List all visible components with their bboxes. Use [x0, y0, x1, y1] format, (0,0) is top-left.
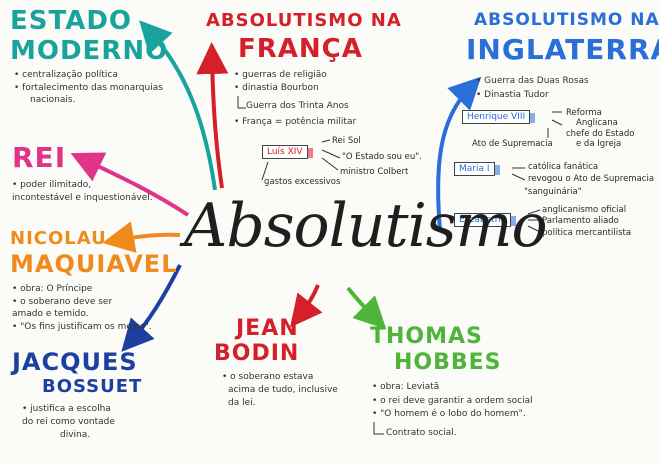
arrow-hobbes	[346, 286, 387, 330]
maquiavel-point-3: amado e temido.	[12, 309, 89, 319]
henrique-viii-box: Henrique VIII	[462, 110, 536, 124]
arrow-estado-moderno	[139, 20, 217, 191]
arrow-bodin	[290, 284, 323, 328]
bodin-point-2: acima de tudo, inclusive	[228, 385, 338, 395]
luis-xiv-box: Luís XIV	[262, 145, 313, 159]
bossuet-title-1: JACQUES	[12, 348, 138, 376]
estado-moderno-title-2: MODERNO	[10, 36, 169, 66]
luis-note-gastos: gastos excessivos	[264, 177, 341, 187]
bossuet-point-2: do rei como vontade	[22, 417, 115, 427]
elizabeth-note-mercantilista: política mercantilista	[542, 228, 632, 238]
henrique-note-ato: Ato de Supremacia	[472, 139, 553, 149]
henrique-note-chefe: chefe do Estado	[566, 129, 635, 139]
arrow-inglaterra	[436, 76, 482, 231]
luis-note-rei-sol: Rei Sol	[332, 136, 361, 146]
inglaterra-title-2: INGLATERRA	[466, 33, 659, 66]
estado-moderno-point-1: • centralização política	[14, 70, 118, 80]
bossuet-title-2: BOSSUET	[42, 376, 143, 397]
maria-i-box: Maria I	[454, 162, 499, 176]
rei-point-1: • poder ilimitado,	[12, 180, 92, 190]
elizabeth-note-parlamento: Parlamento aliado	[542, 216, 619, 226]
maquiavel-point-4: • "Os fins justificam os meios".	[12, 322, 152, 332]
henrique-note-igreja: e da Igreja	[576, 139, 622, 149]
maquiavel-title-2: MAQUIAVEL	[10, 250, 178, 278]
arrow-franca	[196, 42, 229, 189]
hobbes-point-3: • "O homem é o lobo do homem".	[372, 409, 526, 419]
bossuet-point-3: divina.	[60, 430, 91, 440]
henrique-note-anglicana: Anglicana	[576, 118, 618, 128]
inglaterra-point-2: • Dinastia Tudor	[476, 90, 549, 100]
hobbes-contract-hook	[373, 422, 384, 435]
maria-note-revogou: revogou o Ato de Supremacia	[528, 174, 655, 184]
maria-note-sanguinaria: "sanguinária"	[524, 187, 582, 197]
estado-moderno-point-2: • fortalecimento das monarquias	[14, 83, 163, 93]
maquiavel-point-2: • o soberano deve ser	[12, 297, 113, 307]
bodin-point-1: • o soberano estava	[222, 372, 314, 382]
inglaterra-title-1: ABSOLUTISMO NA	[474, 10, 659, 30]
hobbes-title-1: THOMAS	[370, 324, 483, 349]
bodin-title-1: JEAN	[236, 316, 299, 341]
arrow-bossuet	[121, 264, 182, 352]
maquiavel-point-1: • obra: O Príncipe	[12, 284, 93, 294]
bodin-point-3: da lei.	[228, 398, 256, 408]
luis-note-estado: "O Estado sou eu".	[342, 152, 422, 162]
arrow-maquiavel	[102, 221, 181, 253]
bossuet-point-1: • justifica a escolha	[22, 404, 111, 414]
luis-brace	[261, 139, 341, 181]
franca-point-4: • França = potência militar	[234, 117, 357, 127]
elizabeth-brace	[527, 209, 541, 233]
henrique-brace	[547, 111, 563, 138]
henrique-note-reforma: Reforma	[566, 108, 602, 118]
elizabeth-note-anglicanismo: anglicanismo oficial	[542, 205, 627, 215]
franca-point-1: • guerras de religião	[234, 70, 327, 80]
hobbes-point-1: • obra: Leviatã	[372, 382, 440, 392]
estado-moderno-title-1: ESTADO	[10, 6, 133, 36]
franca-title-1: ABSOLUTISMO NA	[206, 10, 402, 31]
bodin-title-2: BODIN	[214, 341, 300, 366]
rei-point-2: incontestável e inquestionável.	[12, 193, 153, 203]
maria-brace	[511, 167, 526, 181]
hobbes-point-4: Contrato social.	[386, 428, 457, 438]
franca-guerra-hook	[237, 96, 246, 109]
arrow-rei	[70, 152, 190, 217]
center-title: Absolutismo	[184, 191, 548, 261]
maquiavel-title-1: NICOLAU	[10, 228, 107, 249]
hobbes-title-2: HOBBES	[394, 350, 502, 375]
elizabeth-i-box: Elizabeth I	[454, 213, 516, 227]
estado-moderno-point-3: nacionais.	[30, 95, 76, 105]
maria-note-catolica: católica fanática	[528, 162, 599, 172]
franca-point-2: • dinastia Bourbon	[234, 83, 319, 93]
inglaterra-point-1: • Guerra das Duas Rosas	[476, 76, 589, 86]
franca-title-2: FRANÇA	[238, 34, 363, 64]
luis-note-colbert: ministro Colbert	[340, 167, 409, 177]
franca-point-3: Guerra dos Trinta Anos	[246, 101, 349, 111]
rei-title: REI	[12, 141, 67, 174]
hobbes-point-2: • o rei deve garantir a ordem social	[372, 396, 533, 406]
